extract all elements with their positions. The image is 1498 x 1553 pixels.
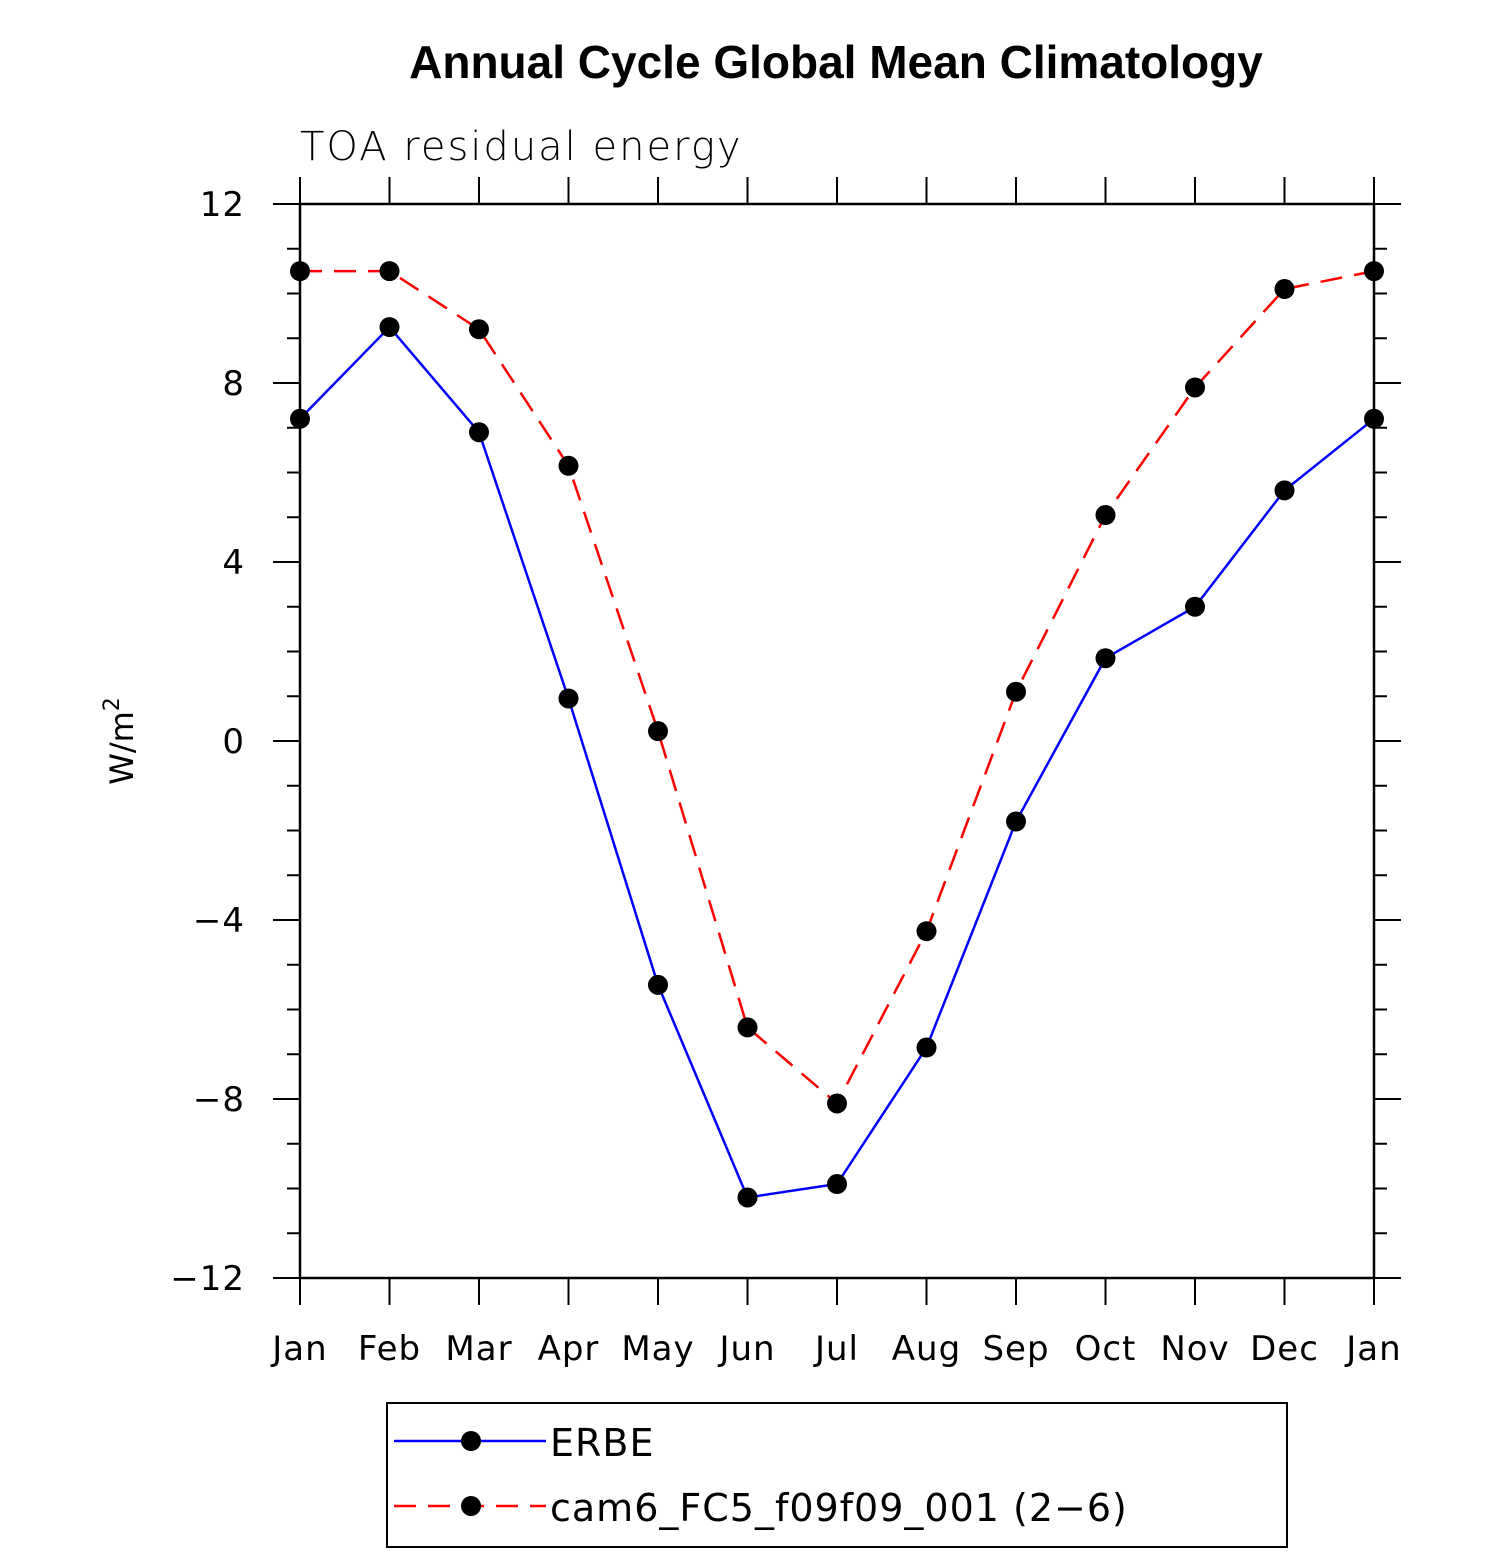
series-0-point [1095, 648, 1116, 669]
x-tick-label: Nov [1160, 1329, 1229, 1369]
legend: ERBE cam6_FC5_f09f09_001 (2−6) [386, 1402, 1288, 1548]
series-0-point [916, 1037, 937, 1058]
x-tick-label: Sep [982, 1329, 1049, 1369]
y-tick-label: −12 [170, 1259, 245, 1299]
series-1-point [1274, 279, 1295, 300]
y-axis-label-sup: 2 [100, 697, 125, 711]
x-tick-label: Aug [892, 1329, 961, 1369]
series-layer [290, 261, 1384, 1208]
y-axis-label-base: W/m [103, 711, 141, 785]
series-0-point [379, 317, 400, 338]
series-1-point [1095, 505, 1116, 526]
x-tick-label: Oct [1075, 1329, 1137, 1369]
series-0-point [1185, 596, 1205, 617]
series-line-0 [299, 325, 1375, 1199]
x-tick-label: Apr [538, 1329, 600, 1369]
legend-label-cam6: cam6_FC5_f09f09_001 (2−6) [550, 1486, 1128, 1530]
series-1-point [916, 921, 937, 942]
x-tick-label: Jun [717, 1329, 775, 1369]
chart-subtitle: TOA residual energy [300, 124, 743, 170]
series-1-point [1006, 681, 1026, 702]
series-0-point [737, 1187, 758, 1208]
series-0-point [290, 408, 310, 429]
y-axis: −12 −8 −4 0 4 8 12 [170, 185, 1401, 1299]
series-1-point [648, 721, 668, 742]
legend-label-erbe: ERBE [550, 1421, 655, 1465]
x-tick-label: Feb [358, 1329, 421, 1369]
series-1-point [737, 1017, 758, 1038]
x-tick-label: Jan [270, 1329, 327, 1369]
series-0-point [648, 974, 668, 995]
series-line-1 [300, 269, 1375, 1106]
series-0-point [1006, 811, 1026, 832]
y-tick-label: 4 [222, 543, 245, 583]
x-tick-label: Dec [1250, 1329, 1319, 1369]
series-0-point [1364, 408, 1384, 429]
y-tick-label: −4 [193, 901, 245, 941]
y-tick-label: 12 [200, 185, 245, 225]
plot-frame [298, 202, 1376, 1280]
x-tick-label: Jul [813, 1329, 859, 1369]
svg-text:W/m2: W/m2 [100, 697, 141, 785]
y-axis-label: W/m2 [100, 697, 141, 785]
series-1-point [1364, 261, 1384, 282]
x-tick-label: May [621, 1329, 694, 1369]
series-1-point [290, 261, 310, 282]
chart-title: Annual Cycle Global Mean Climatology [409, 36, 1263, 88]
series-0-point [558, 688, 579, 709]
series-0-point [469, 422, 489, 443]
series-1-point [1185, 377, 1205, 398]
legend-box [386, 1402, 1288, 1548]
y-tick-label: 8 [222, 364, 245, 404]
y-tick-label: −8 [193, 1080, 245, 1120]
series-0-point [827, 1174, 847, 1195]
series-1-point [827, 1093, 847, 1114]
x-tick-label: Jan [1344, 1329, 1401, 1369]
series-0-point [1274, 480, 1295, 501]
x-axis: Jan Feb Mar Apr May Jun Jul Aug Sep Oct Nov Dec Jan [270, 177, 1401, 1369]
x-tick-label: Mar [445, 1329, 512, 1369]
legend-marker-erbe [461, 1431, 481, 1451]
series-1-point [558, 455, 579, 476]
y-tick-label: 0 [222, 722, 245, 762]
series-1-point [379, 261, 400, 282]
series-1-point [469, 319, 489, 340]
legend-marker-cam6 [461, 1496, 481, 1516]
